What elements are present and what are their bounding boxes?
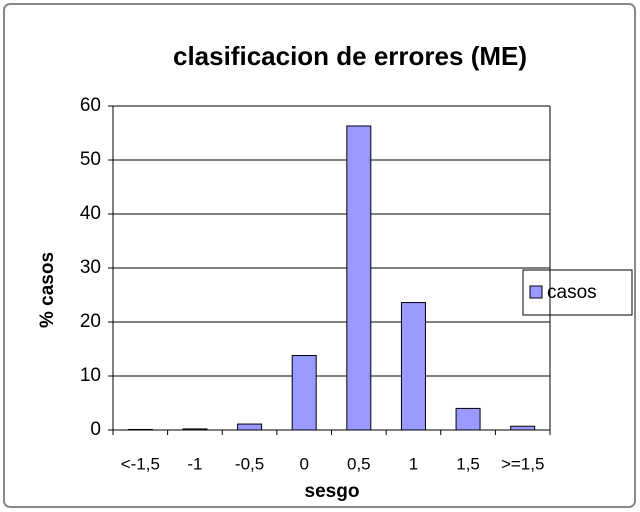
x-tick-label: -0,5 xyxy=(235,454,264,473)
y-tick-label: 10 xyxy=(80,365,101,386)
bar xyxy=(182,428,208,431)
bar xyxy=(346,125,372,431)
x-tick-label: 1,5 xyxy=(456,454,480,473)
chart-frame xyxy=(3,3,636,508)
x-tick-label: 0 xyxy=(299,454,308,473)
x-axis-label: sesgo xyxy=(305,481,360,502)
bar xyxy=(455,407,481,431)
bar xyxy=(291,354,317,431)
x-tick-label: >=1,5 xyxy=(501,454,545,473)
y-tick-label: 60 xyxy=(80,95,101,116)
bar xyxy=(237,423,263,431)
x-tick-label: 0,5 xyxy=(347,454,371,473)
legend-label: casos xyxy=(547,282,597,303)
legend-swatch xyxy=(529,285,543,299)
y-tick-label: 20 xyxy=(80,311,101,332)
bar xyxy=(510,425,536,431)
x-tick-label: 1 xyxy=(409,454,418,473)
y-tick-label: 0 xyxy=(90,419,101,440)
bar xyxy=(400,302,426,431)
chart-title: clasificacion de errores (ME) xyxy=(173,41,527,71)
x-tick-label: -1 xyxy=(187,454,202,473)
y-tick-label: 50 xyxy=(80,149,101,170)
y-tick-label: 40 xyxy=(80,203,101,224)
y-tick-label: 30 xyxy=(80,257,101,278)
y-axis-label: % casos xyxy=(37,252,58,328)
bar xyxy=(127,428,153,431)
x-tick-label: <-1,5 xyxy=(121,454,160,473)
